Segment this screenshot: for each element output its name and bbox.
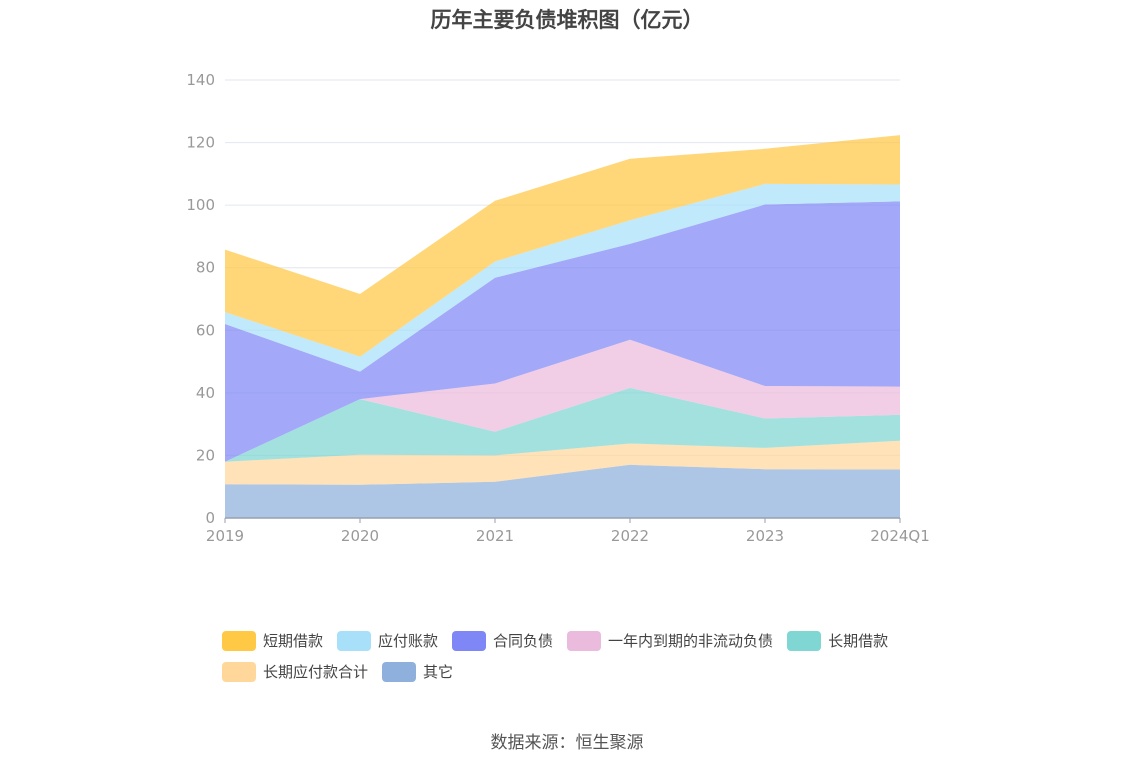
legend-swatch [452, 630, 487, 651]
legend-swatch [222, 630, 256, 651]
area-series-1[interactable] [225, 440, 900, 485]
y-tick-label: 140 [186, 71, 215, 89]
area-series [225, 135, 900, 518]
legend-label: 短期借款 [263, 632, 324, 650]
legend-swatch [337, 630, 372, 651]
area-series-0[interactable] [225, 464, 900, 518]
x-tick-label: 2023 [746, 527, 784, 545]
legend-swatch [787, 630, 822, 651]
y-tick-label: 120 [186, 134, 215, 152]
legend-label: 应付账款 [378, 632, 439, 650]
legend-swatch [382, 661, 417, 682]
legend-item-short-term-loans[interactable]: 短期借款 [222, 630, 323, 651]
legend-swatch [567, 630, 602, 651]
chart-title: 历年主要负债堆积图（亿元） [430, 8, 704, 32]
area-series-3[interactable] [225, 339, 900, 462]
y-tick-label: 40 [196, 384, 215, 402]
x-tick-label: 2021 [476, 527, 514, 545]
legend: 短期借款 应付账款 合同负债 一年内到期的非流动负债 长期借款 长期应付款合计 … [222, 630, 942, 682]
legend-label: 长期借款 [828, 632, 889, 650]
area-series-5[interactable] [225, 183, 900, 372]
y-tick-label: 20 [196, 446, 215, 464]
legend-item-other[interactable]: 其它 [382, 661, 453, 682]
x-tick-label: 2019 [206, 527, 244, 545]
x-tick-label: 2022 [611, 527, 649, 545]
area-series-6[interactable] [225, 135, 900, 357]
legend-item-long-term-loans[interactable]: 长期借款 [787, 630, 888, 651]
legend-item-contract-liabilities[interactable]: 合同负债 [452, 630, 553, 651]
legend-item-accounts-payable[interactable]: 应付账款 [337, 630, 438, 651]
legend-item-long-term-payables[interactable]: 长期应付款合计 [222, 661, 368, 682]
legend-item-current-noncurrent-liabilities[interactable]: 一年内到期的非流动负债 [567, 630, 773, 651]
legend-label: 长期应付款合计 [263, 663, 369, 681]
y-tick-label: 100 [186, 196, 215, 214]
area-series-2[interactable] [225, 387, 900, 462]
legend-label: 一年内到期的非流动负债 [608, 632, 774, 650]
area-series-4[interactable] [225, 201, 900, 462]
axes: 0 20 40 60 80 100 120 140 2019 2020 2021 2022 2023 20… [186, 71, 929, 545]
x-tick-label: 2020 [341, 527, 379, 545]
y-tick-label: 0 [205, 509, 215, 527]
y-tick-label: 80 [196, 259, 215, 277]
legend-swatch [222, 661, 256, 682]
legend-label: 其它 [423, 663, 454, 681]
x-tick-label: 2024Q1 [870, 527, 930, 545]
legend-label: 合同负债 [493, 632, 554, 650]
source-note: 数据来源：恒生聚源 [490, 733, 644, 753]
y-tick-label: 60 [196, 321, 215, 339]
